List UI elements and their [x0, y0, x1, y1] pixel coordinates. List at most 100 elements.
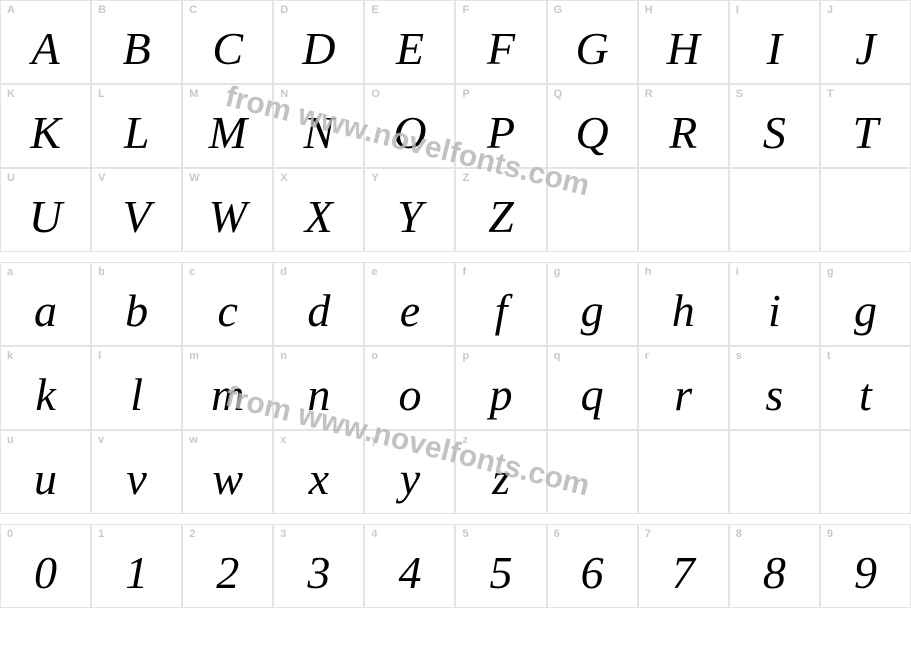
glyph-cell: xx — [273, 430, 364, 514]
glyph: n — [307, 372, 330, 418]
glyph-cell: VV — [91, 168, 182, 252]
glyph: D — [302, 26, 335, 72]
glyph-cell: ll — [91, 346, 182, 430]
glyph-cell: tt — [820, 346, 911, 430]
key-label: x — [280, 434, 286, 446]
key-label: b — [98, 266, 105, 278]
glyph: u — [34, 456, 57, 502]
glyph: L — [124, 110, 150, 156]
glyph: y — [400, 456, 420, 502]
glyph-cell: 88 — [729, 524, 820, 608]
key-label: 5 — [462, 528, 468, 540]
key-label: Z — [462, 172, 469, 184]
glyph-cell: vv — [91, 430, 182, 514]
key-label: A — [7, 4, 15, 16]
glyph-cell: 55 — [455, 524, 546, 608]
key-label: 2 — [189, 528, 195, 540]
glyph: 9 — [854, 550, 877, 596]
glyph-cell: FF — [455, 0, 546, 84]
glyph: l — [130, 372, 143, 418]
key-label: J — [827, 4, 833, 16]
glyph-cell-blank — [820, 430, 911, 514]
glyph-cell: pp — [455, 346, 546, 430]
glyph-cell: nn — [273, 346, 364, 430]
glyph-cell: dd — [273, 262, 364, 346]
key-label: B — [98, 4, 106, 16]
glyph-cell: SS — [729, 84, 820, 168]
key-label: K — [7, 88, 15, 100]
key-label: z — [462, 434, 468, 446]
glyph: 1 — [125, 550, 148, 596]
key-label: y — [371, 434, 377, 446]
key-label: s — [736, 350, 742, 362]
key-label: 7 — [645, 528, 651, 540]
glyph: 2 — [216, 550, 239, 596]
glyph-cell: oo — [364, 346, 455, 430]
glyph-cell: II — [729, 0, 820, 84]
glyph: q — [581, 372, 604, 418]
glyph: g — [581, 288, 604, 334]
glyph-cell: ff — [455, 262, 546, 346]
glyph-cell: RR — [638, 84, 729, 168]
glyph-cell-blank — [547, 168, 638, 252]
glyph-cell: 22 — [182, 524, 273, 608]
glyph: r — [674, 372, 692, 418]
glyph-cell: cc — [182, 262, 273, 346]
glyph-cell: LL — [91, 84, 182, 168]
key-label: e — [371, 266, 377, 278]
key-label: R — [645, 88, 653, 100]
glyph-cell: OO — [364, 84, 455, 168]
glyph: G — [576, 26, 609, 72]
glyph: U — [29, 194, 62, 240]
glyph: Q — [576, 110, 609, 156]
section-gap — [0, 252, 911, 262]
glyph: B — [123, 26, 151, 72]
key-label: q — [554, 350, 561, 362]
section-lowercase: aabbccddeeffgghhiiggkkllmmnnooppqqrrsstt… — [0, 262, 911, 514]
key-label: O — [371, 88, 380, 100]
key-label: P — [462, 88, 470, 100]
glyph: A — [31, 26, 59, 72]
glyph: f — [495, 288, 508, 334]
glyph-cell: ii — [729, 262, 820, 346]
key-label: H — [645, 4, 653, 16]
glyph: 7 — [672, 550, 695, 596]
glyph: Y — [397, 194, 423, 240]
glyph-cell-blank — [547, 430, 638, 514]
key-label: v — [98, 434, 104, 446]
glyph-cell: TT — [820, 84, 911, 168]
glyph-cell: mm — [182, 346, 273, 430]
key-label: r — [645, 350, 650, 362]
section-uppercase: AABBCCDDEEFFGGHHIIJJKKLLMMNNOOPPQQRRSSTT… — [0, 0, 911, 252]
key-label: L — [98, 88, 105, 100]
glyph-cell-blank — [638, 168, 729, 252]
glyph: N — [304, 110, 335, 156]
key-label: h — [645, 266, 652, 278]
glyph-cell: CC — [182, 0, 273, 84]
key-label: n — [280, 350, 287, 362]
key-label: D — [280, 4, 288, 16]
glyph-cell: NN — [273, 84, 364, 168]
glyph: o — [398, 372, 421, 418]
glyph: J — [855, 26, 875, 72]
key-label: U — [7, 172, 15, 184]
glyph-cell: XX — [273, 168, 364, 252]
glyph: I — [767, 26, 782, 72]
glyph-cell: EE — [364, 0, 455, 84]
key-label: X — [280, 172, 288, 184]
key-label: T — [827, 88, 834, 100]
glyph-cell: 66 — [547, 524, 638, 608]
glyph-cell-blank — [638, 430, 729, 514]
glyph-cell: UU — [0, 168, 91, 252]
key-label: S — [736, 88, 744, 100]
glyph-cell: 99 — [820, 524, 911, 608]
glyph: e — [400, 288, 420, 334]
glyph-cell: uu — [0, 430, 91, 514]
key-label: 8 — [736, 528, 742, 540]
glyph: a — [34, 288, 57, 334]
key-label: i — [736, 266, 739, 278]
key-label: 9 — [827, 528, 833, 540]
glyph: 5 — [490, 550, 513, 596]
glyph: K — [30, 110, 61, 156]
glyph-cell: qq — [547, 346, 638, 430]
